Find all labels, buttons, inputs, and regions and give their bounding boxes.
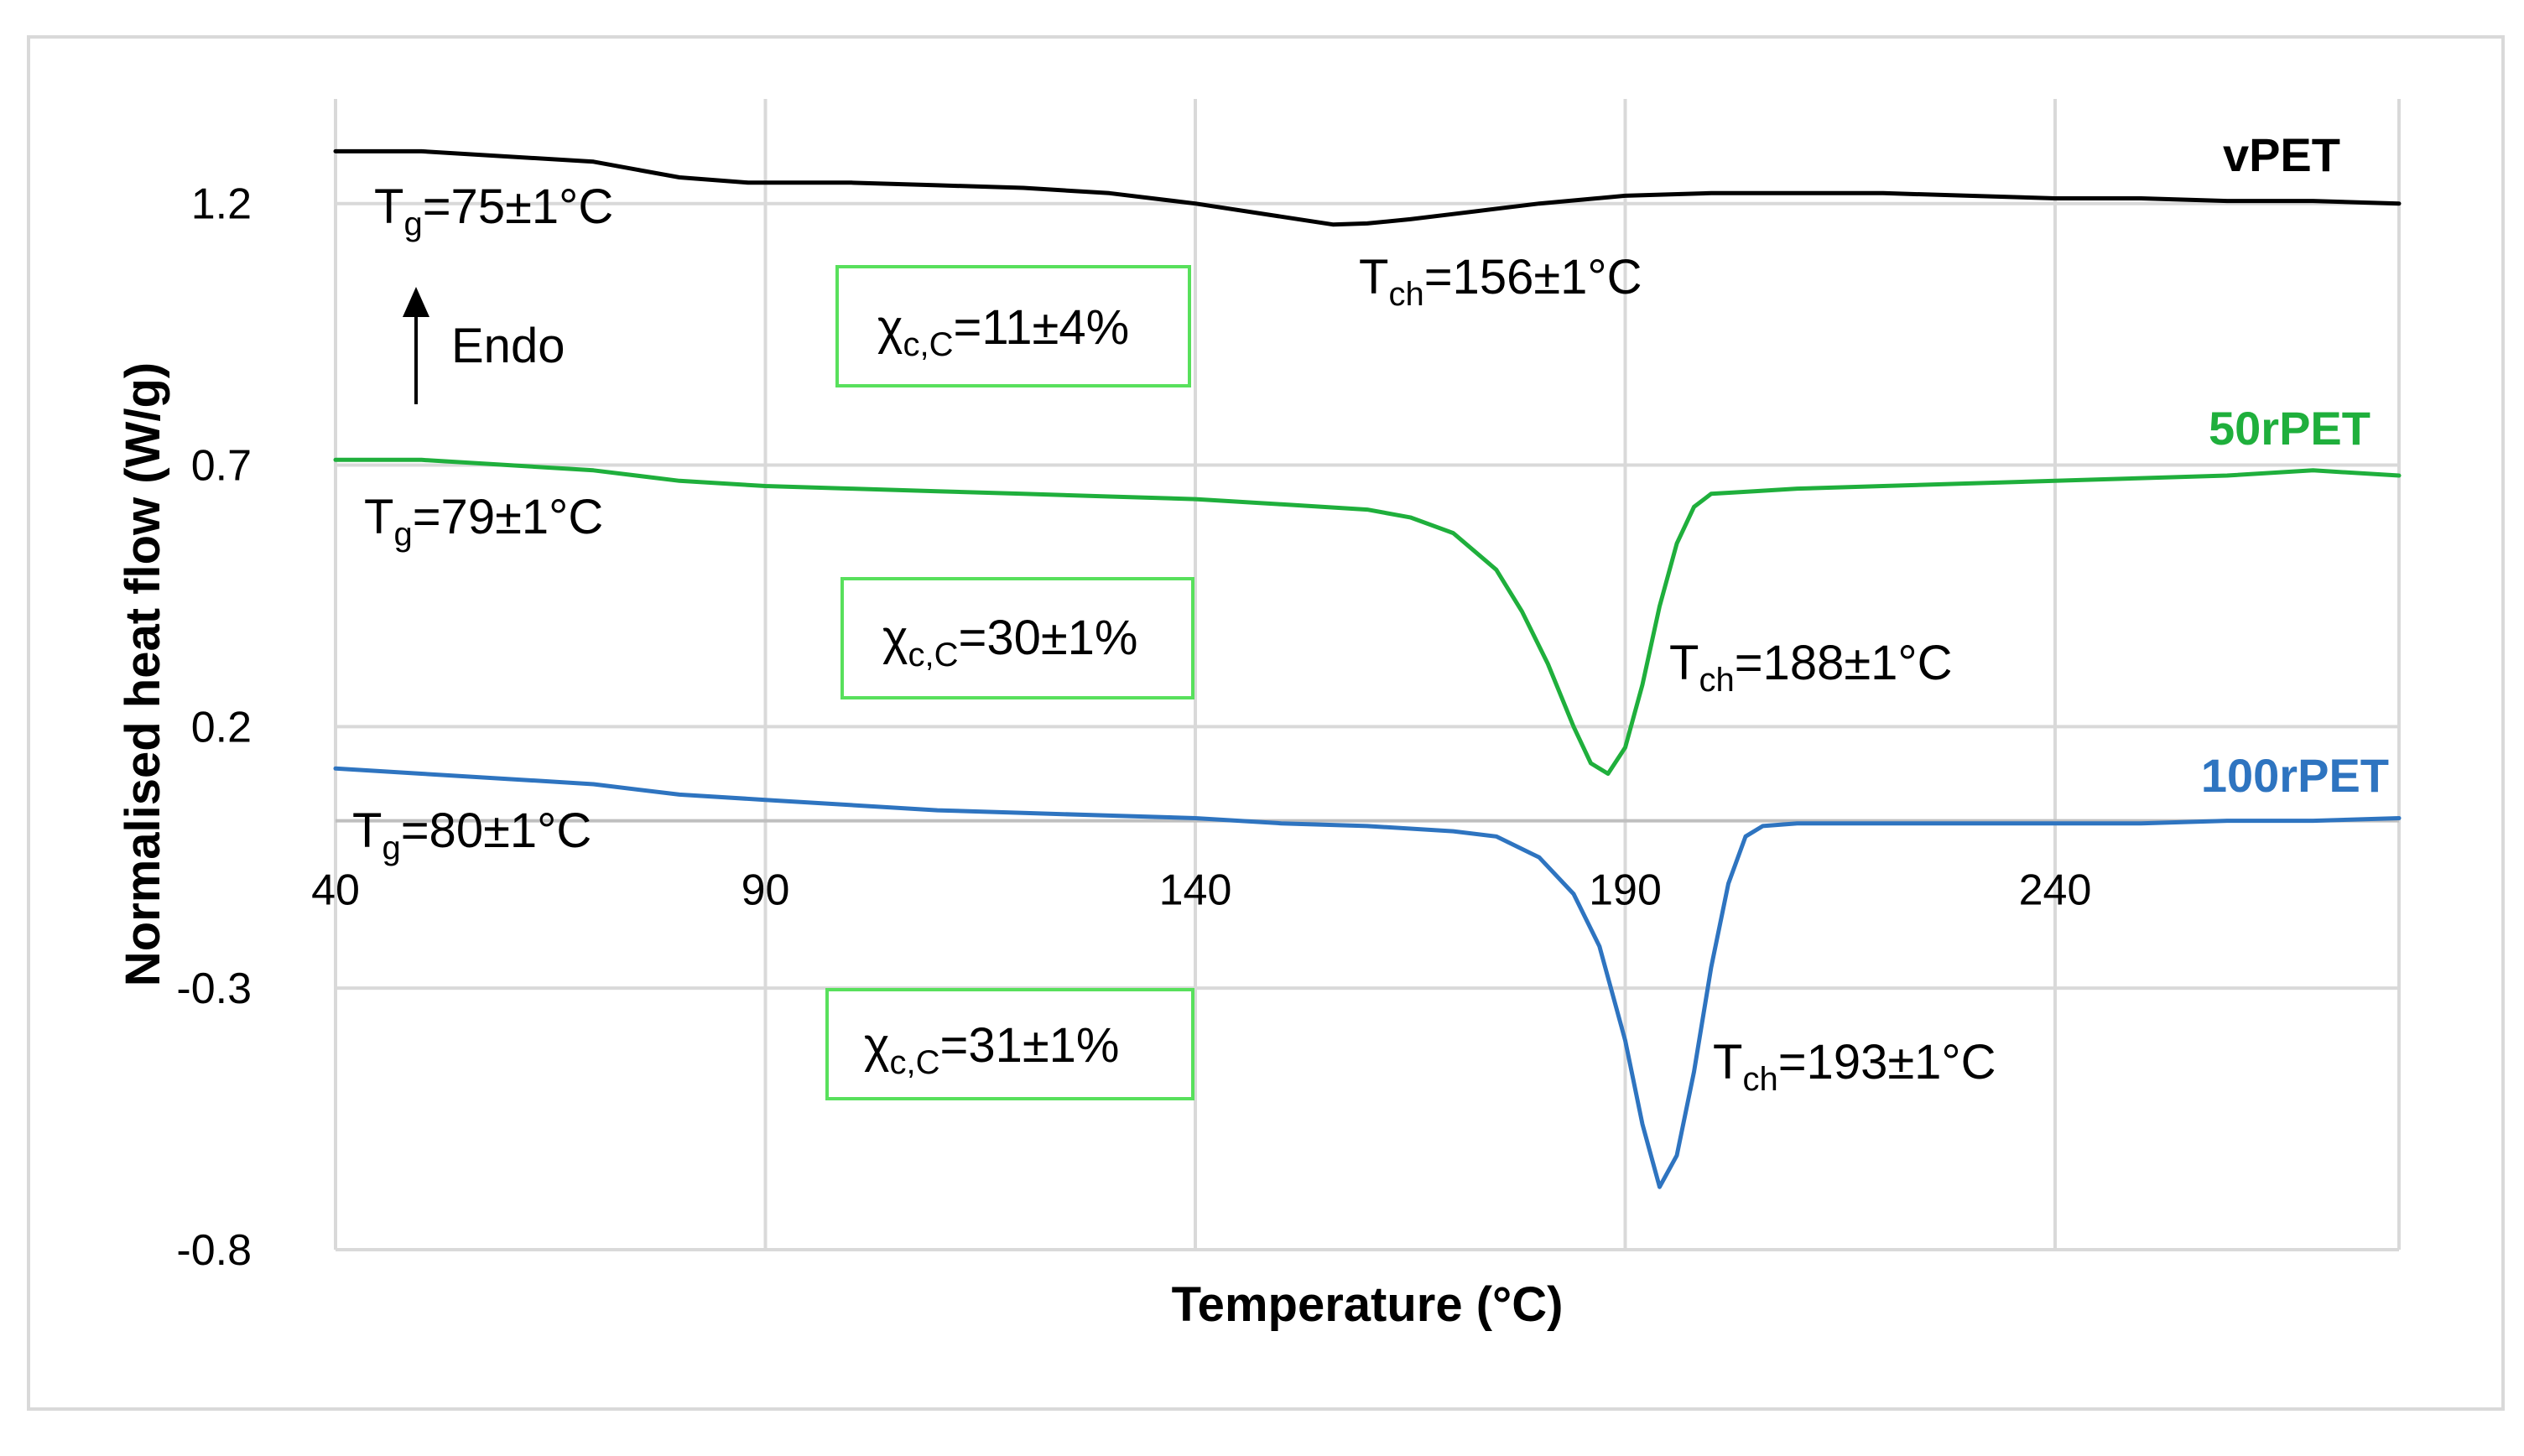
chi-box-50rpet: [840, 577, 1194, 699]
y-axis-title: Normalised heat flow (W/g): [116, 362, 170, 986]
y-tick-label: 0.2: [191, 703, 252, 751]
tch-annotation-100rpet: Tch=193±1°C: [1713, 1035, 1996, 1098]
tg-annotation-100rpet: Tg=80±1°C: [352, 803, 591, 866]
chi-box-100rpet: [825, 988, 1194, 1100]
tg-annotation-vpet: Tg=75±1°C: [374, 179, 613, 242]
endo-indicator: Endo: [403, 287, 565, 404]
series-line-100rpet: [333, 766, 2402, 1189]
series-label-100rpet: 100rPET: [2201, 749, 2389, 802]
y-tick-label: -0.3: [176, 965, 252, 1013]
chi-annotation-vpet: χc,C=11±4%: [877, 300, 1129, 363]
x-tick-label: 240: [2019, 866, 2092, 915]
y-axis-ticks: 1.2 0.7 0.2 -0.3 -0.8: [176, 180, 252, 1275]
x-tick-label: 190: [1589, 866, 1662, 915]
y-tick-label: 0.7: [191, 442, 252, 491]
series-line-vpet: [333, 148, 2402, 227]
x-tick-label: 140: [1159, 866, 1232, 915]
endo-arrow-head-icon: [403, 287, 429, 317]
x-tick-label: 90: [742, 866, 790, 915]
chi-box-vpet: [835, 265, 1191, 387]
series-line-50rpet: [333, 457, 2402, 776]
tch-annotation-50rpet: Tch=188±1°C: [1669, 636, 1953, 699]
tch-annotation-vpet: Tch=156±1°C: [1359, 250, 1642, 313]
y-tick-label: 1.2: [191, 180, 252, 229]
tg-annotation-50rpet: Tg=79±1°C: [364, 490, 603, 553]
gridlines: [334, 99, 2401, 1251]
chi-annotation-100rpet: χc,C=31±1%: [864, 1018, 1120, 1081]
endo-label: Endo: [451, 319, 565, 373]
chart-border: [27, 35, 2505, 1411]
chi-annotation-50rpet: χc,C=30±1%: [882, 611, 1138, 673]
x-tick-label: 40: [311, 866, 360, 915]
y-tick-label: -0.8: [176, 1226, 252, 1275]
series-label-vpet: vPET: [2223, 128, 2340, 181]
x-axis: 40 90 140 190 240: [311, 819, 2399, 915]
series-lines: [333, 148, 2402, 1189]
x-axis-title: Temperature (°C): [1172, 1277, 1564, 1332]
series-label-50rpet: 50rPET: [2209, 402, 2370, 455]
